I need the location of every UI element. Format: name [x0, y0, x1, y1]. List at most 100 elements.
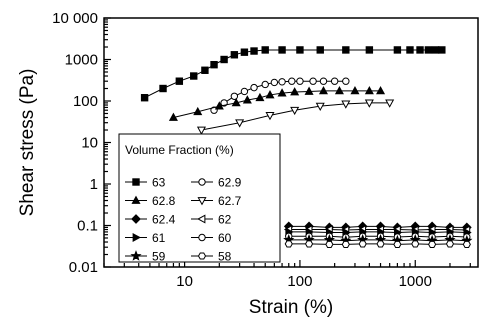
- legend-marker: [198, 178, 206, 186]
- data-point-62.9: [230, 92, 239, 100]
- legend-marker: [197, 214, 206, 224]
- legend-label: 62.8: [152, 194, 176, 208]
- y-tick-label: 1000: [65, 52, 98, 69]
- series-62.7: [196, 99, 395, 135]
- data-point-62.9: [288, 77, 296, 85]
- data-point-62.8: [242, 95, 252, 104]
- data-point-58: [462, 240, 471, 248]
- legend-label: 62.9: [218, 176, 242, 190]
- legend-label: 62.4: [152, 213, 176, 227]
- legend-marker: [130, 250, 142, 261]
- legend-entry-61: 61: [125, 231, 166, 245]
- series-58: [284, 240, 471, 248]
- data-point-62.7: [364, 99, 374, 108]
- data-point-63: [406, 46, 414, 54]
- data-point-63: [424, 46, 433, 54]
- data-point-63: [190, 72, 198, 80]
- data-point-63: [220, 55, 228, 64]
- data-point-58: [325, 240, 334, 248]
- data-point-62.7: [235, 119, 245, 128]
- data-point-58: [358, 240, 367, 248]
- data-point-62.8: [265, 90, 275, 99]
- y-tick-label: 0.1: [77, 218, 98, 235]
- data-point-63: [140, 94, 149, 102]
- data-point-62.7: [315, 102, 325, 112]
- data-point-58: [376, 240, 385, 248]
- y-tick-label: 10: [81, 135, 98, 152]
- x-tick-label: 10: [176, 273, 193, 290]
- legend-entry-62.9: 62.9: [191, 176, 242, 190]
- legend-entry-62.8: 62.8: [125, 194, 176, 208]
- data-point-63: [316, 46, 324, 54]
- legend-entry-63: 63: [125, 176, 166, 190]
- data-point-58: [411, 240, 420, 248]
- series-line-62.7: [201, 102, 390, 131]
- data-point-62.9: [278, 78, 286, 86]
- series-line-63: [144, 49, 442, 99]
- data-point-62.7: [290, 106, 300, 116]
- data-point-62.7: [196, 126, 206, 135]
- legend-entry-60: 60: [191, 231, 232, 245]
- y-tick-label: 0.01: [69, 259, 98, 276]
- data-point-62.7: [265, 112, 275, 121]
- legend-entry-62.4: 62.4: [125, 213, 176, 227]
- data-point-63: [250, 47, 258, 55]
- legend-label: 62: [218, 213, 232, 227]
- data-point-62.9: [261, 80, 269, 89]
- legend-label: 63: [152, 176, 166, 190]
- data-point-62.8: [168, 112, 178, 121]
- legend-entry-58: 58: [191, 250, 232, 264]
- data-point-62.9: [319, 77, 328, 85]
- data-point-63: [240, 48, 249, 56]
- data-point-63: [296, 46, 304, 54]
- data-point-58: [341, 240, 350, 248]
- data-point-63: [342, 46, 350, 54]
- data-point-62.8: [350, 86, 360, 95]
- data-point-58: [284, 240, 293, 248]
- data-point-62.9: [240, 87, 249, 96]
- data-point-63: [438, 46, 446, 54]
- data-point-62.8: [290, 87, 300, 96]
- data-point-62.7: [341, 100, 351, 109]
- data-point-62.8: [334, 86, 344, 95]
- data-point-63: [159, 84, 167, 93]
- data-point-62.9: [330, 77, 339, 85]
- data-point-58: [428, 240, 437, 248]
- legend-label: 60: [218, 231, 232, 245]
- data-point-62.8: [277, 88, 287, 97]
- legend-entry-59: 59: [125, 250, 166, 264]
- legend: Volume Fraction (%) 63 62.9 62.8 62.7 62.4 62…: [118, 133, 281, 264]
- series-62.8: [168, 86, 386, 121]
- series-62.9: [210, 77, 350, 114]
- data-point-63: [230, 51, 239, 59]
- data-point-63: [431, 46, 440, 54]
- data-point-62.9: [309, 77, 317, 85]
- legend-marker: [197, 252, 207, 260]
- data-point-63: [175, 77, 184, 85]
- legend-label: 61: [152, 231, 166, 245]
- data-point-62.8: [318, 86, 328, 95]
- data-point-62.8: [376, 86, 386, 95]
- legend-label: 59: [152, 250, 166, 264]
- legend-entry-62: 62: [191, 213, 232, 227]
- data-point-58: [393, 240, 402, 248]
- y-tick-label: 1: [90, 176, 98, 193]
- x-tick-label: 100: [287, 273, 312, 290]
- series-layer: [140, 46, 473, 248]
- data-point-62.9: [270, 78, 279, 87]
- data-point-58: [445, 240, 455, 248]
- legend-marker: [197, 197, 207, 206]
- data-point-63: [201, 66, 209, 74]
- data-point-62.7: [385, 99, 395, 108]
- x-tick-label: 1000: [399, 273, 432, 290]
- y-tick-label: 10 000: [52, 10, 98, 27]
- y-tick-label: 100: [73, 93, 98, 110]
- data-point-63: [278, 46, 286, 54]
- legend-marker: [132, 178, 140, 186]
- data-point-62.8: [255, 92, 265, 102]
- data-point-63: [261, 46, 269, 54]
- data-point-62.8: [231, 98, 241, 107]
- legend-marker: [131, 214, 141, 224]
- data-point-63: [210, 60, 218, 69]
